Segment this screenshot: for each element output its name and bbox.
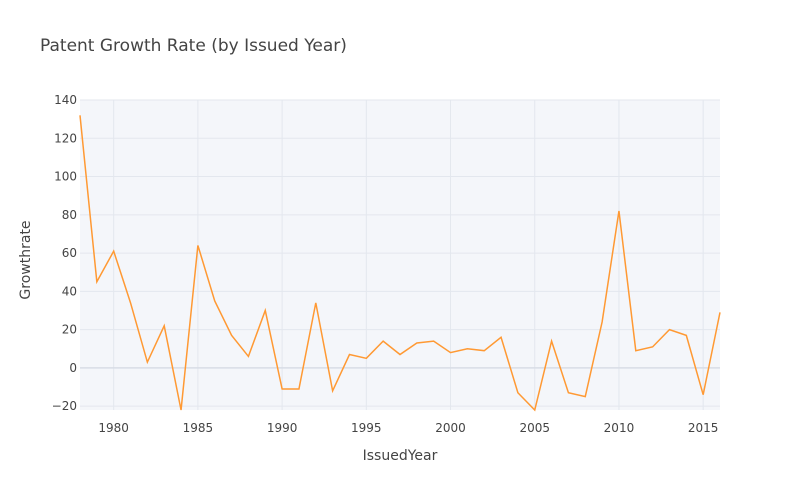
y-tick-label: 140 — [54, 93, 77, 107]
x-tick-label: 2015 — [688, 421, 719, 435]
y-tick-label: −20 — [52, 399, 77, 413]
y-tick-label: 40 — [62, 284, 77, 298]
x-axis-title: IssuedYear — [363, 448, 438, 464]
x-tick-label: 1990 — [267, 421, 298, 435]
x-tick-label: 2005 — [519, 421, 550, 435]
y-tick-label: 20 — [62, 323, 77, 337]
x-tick-label: 1995 — [351, 421, 382, 435]
x-tick-labels: 1980 1985 1990 1995 2000 2005 2010 2015 — [98, 421, 718, 435]
y-tick-label: 100 — [54, 170, 77, 184]
y-tick-label: 60 — [62, 246, 77, 260]
y-tick-label: 80 — [62, 208, 77, 222]
y-tick-label: 0 — [69, 361, 77, 375]
x-tick-label: 1980 — [98, 421, 129, 435]
x-tick-label: 2010 — [604, 421, 635, 435]
y-tick-label: 120 — [54, 131, 77, 145]
x-tick-label: 2000 — [435, 421, 466, 435]
x-tick-label: 1985 — [183, 421, 214, 435]
y-tick-labels: −20 0 20 40 60 80 100 120 140 — [52, 93, 77, 413]
chart-title: Patent Growth Rate (by Issued Year) — [40, 36, 347, 56]
y-axis-title: Growthrate — [18, 220, 34, 299]
